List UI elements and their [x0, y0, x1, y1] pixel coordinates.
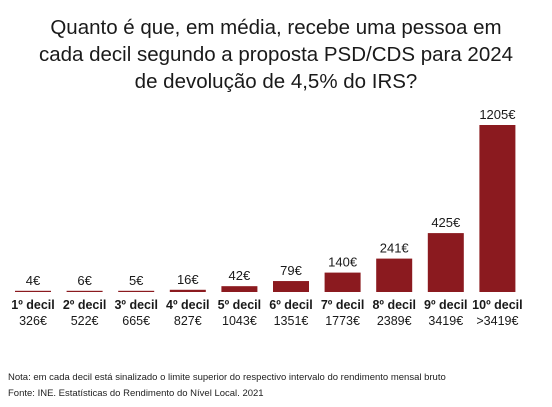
category-label-6: 6º decil: [269, 298, 312, 312]
value-label-5: 42€: [229, 268, 251, 283]
category-sublabel-9: 3419€: [428, 314, 463, 328]
category-sublabel-2: 522€: [71, 314, 99, 328]
value-label-9: 425€: [431, 215, 461, 230]
value-label-6: 79€: [280, 263, 302, 278]
bar-1: [15, 290, 51, 292]
category-sublabel-5: 1043€: [222, 314, 257, 328]
category-sublabel-4: 827€: [174, 314, 202, 328]
category-sublabel-6: 1351€: [274, 314, 309, 328]
value-label-10: 1205€: [479, 107, 516, 122]
category-sublabel-3: 665€: [122, 314, 150, 328]
bar-2: [66, 290, 103, 292]
title-line-2: cada decil segundo a proposta PSD/CDS pa…: [38, 43, 514, 66]
category-sublabel-1: 326€: [19, 314, 47, 328]
bar-7: [324, 272, 361, 292]
category-label-9: 9º decil: [424, 298, 467, 312]
category-label-3: 3º decil: [114, 298, 157, 312]
value-label-3: 5€: [129, 273, 144, 288]
bar-8: [376, 258, 413, 292]
category-sublabel-8: 2389€: [377, 314, 412, 328]
category-sublabel-7: 1773€: [325, 314, 360, 328]
category-label-4: 4º decil: [166, 298, 209, 312]
category-label-7: 7º decil: [321, 298, 364, 312]
category-label-1: 1º decil: [11, 298, 54, 312]
value-label-2: 6€: [77, 273, 92, 288]
title-line-1: Quanto é que, em média, recebe uma pesso…: [50, 16, 502, 39]
bar-10: [479, 125, 516, 292]
value-label-7: 140€: [328, 255, 358, 270]
category-sublabel-10: >3419€: [476, 314, 518, 328]
chart-title: Quanto é que, em média, recebe uma pesso…: [30, 14, 522, 95]
title-line-3: de devolução de 4,5% do IRS?: [134, 70, 418, 93]
bar-9: [427, 233, 464, 292]
category-label-2: 2º decil: [63, 298, 106, 312]
category-label-5: 5º decil: [218, 298, 261, 312]
bar-5: [221, 286, 258, 292]
bar-4: [169, 289, 206, 292]
value-label-1: 4€: [26, 273, 41, 288]
category-label-10: 10º decil: [472, 298, 522, 312]
value-label-4: 16€: [177, 272, 199, 287]
category-label-8: 8º decil: [372, 298, 415, 312]
value-label-8: 241€: [380, 241, 410, 256]
chart-note: Nota: em cada decil está sinalizado o li…: [8, 372, 446, 383]
chart-source: Fonte: INE. Estatísticas do Rendimento d…: [8, 388, 264, 399]
bar-6: [273, 281, 309, 292]
bar-3: [118, 290, 155, 292]
